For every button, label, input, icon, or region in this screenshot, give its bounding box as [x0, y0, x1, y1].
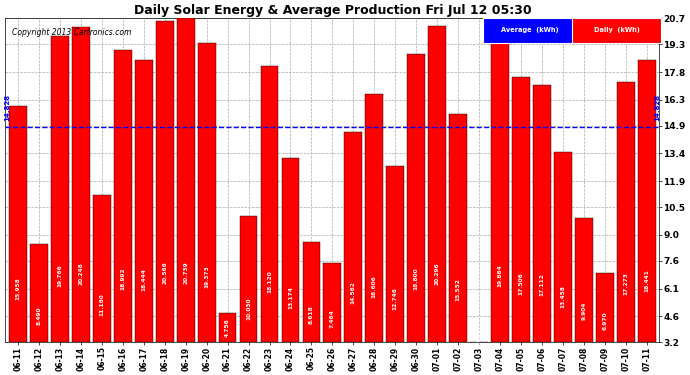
Bar	[51, 36, 69, 342]
FancyBboxPatch shape	[572, 18, 660, 43]
Text: 13.174: 13.174	[288, 286, 293, 309]
Bar	[114, 50, 132, 342]
Bar	[491, 34, 509, 342]
Text: 8.490: 8.490	[37, 306, 41, 325]
Text: Average  (kWh): Average (kWh)	[502, 27, 559, 33]
Bar	[302, 242, 320, 342]
Text: 17.506: 17.506	[518, 272, 524, 295]
Text: 14.828: 14.828	[5, 94, 10, 122]
Text: 20.566: 20.566	[162, 262, 167, 284]
Text: 4.756: 4.756	[225, 318, 230, 337]
Text: 14.828: 14.828	[654, 94, 660, 122]
Bar	[93, 195, 111, 342]
Bar	[366, 94, 383, 342]
Bar	[449, 114, 467, 342]
Bar	[533, 85, 551, 342]
Text: 18.800: 18.800	[414, 268, 419, 290]
Text: 11.180: 11.180	[99, 293, 104, 316]
Text: 19.373: 19.373	[204, 266, 209, 288]
Text: Copyright 2013 Cartronics.com: Copyright 2013 Cartronics.com	[12, 28, 131, 37]
Bar	[512, 78, 530, 342]
Text: 18.444: 18.444	[141, 268, 146, 291]
Text: 17.112: 17.112	[540, 273, 544, 296]
Text: 20.248: 20.248	[79, 263, 83, 285]
Text: 8.618: 8.618	[309, 306, 314, 324]
Text: Daily  (kWh): Daily (kWh)	[593, 27, 640, 33]
Bar	[554, 152, 572, 342]
Bar	[575, 218, 593, 342]
Bar	[261, 66, 278, 342]
Bar	[596, 273, 613, 342]
Bar	[324, 263, 342, 342]
Bar	[72, 27, 90, 342]
Bar	[9, 106, 27, 342]
Text: 18.441: 18.441	[644, 268, 649, 291]
Text: 20.296: 20.296	[435, 263, 440, 285]
Text: 14.562: 14.562	[351, 282, 356, 304]
Text: 1.860: 1.860	[477, 328, 482, 347]
Bar	[407, 54, 425, 342]
Text: 15.552: 15.552	[455, 278, 461, 301]
Text: 13.458: 13.458	[560, 285, 565, 308]
Bar	[177, 18, 195, 342]
Bar	[470, 342, 488, 367]
Text: 18.120: 18.120	[267, 270, 272, 292]
Text: 12.746: 12.746	[393, 288, 397, 310]
Bar	[219, 314, 237, 342]
Text: 18.992: 18.992	[120, 267, 126, 290]
Text: 16.606: 16.606	[372, 275, 377, 298]
FancyBboxPatch shape	[483, 18, 578, 43]
Text: 9.904: 9.904	[582, 302, 586, 320]
Text: 6.970: 6.970	[602, 311, 607, 330]
Bar	[428, 26, 446, 342]
Text: 17.273: 17.273	[623, 273, 629, 296]
Text: 19.766: 19.766	[57, 264, 62, 287]
Bar	[617, 82, 635, 342]
Title: Daily Solar Energy & Average Production Fri Jul 12 05:30: Daily Solar Energy & Average Production …	[134, 4, 531, 17]
Bar	[156, 21, 174, 342]
Bar	[30, 244, 48, 342]
Bar	[198, 43, 215, 342]
Text: 7.464: 7.464	[330, 309, 335, 328]
Bar	[282, 158, 299, 342]
Text: 19.864: 19.864	[497, 264, 502, 287]
Text: 10.030: 10.030	[246, 297, 251, 320]
Text: 20.739: 20.739	[183, 261, 188, 284]
Bar	[638, 60, 656, 342]
Bar	[386, 166, 404, 342]
Bar	[135, 60, 152, 342]
Bar	[239, 216, 257, 342]
Text: 15.958: 15.958	[16, 277, 21, 300]
Bar	[344, 132, 362, 342]
